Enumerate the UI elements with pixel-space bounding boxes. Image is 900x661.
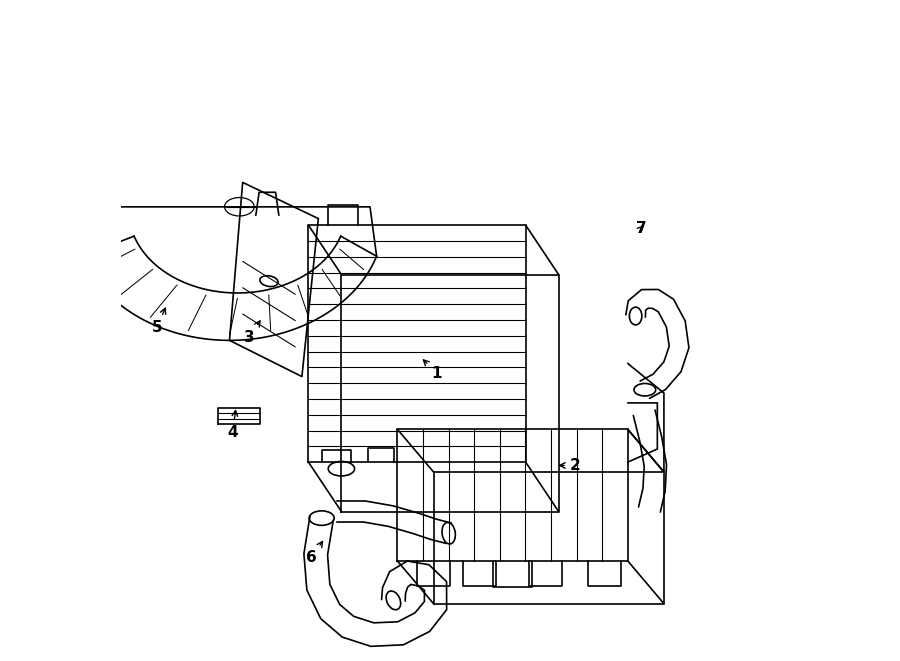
Text: 4: 4 <box>228 410 238 440</box>
Text: 5: 5 <box>152 308 166 334</box>
Text: 6: 6 <box>306 541 322 565</box>
Text: 2: 2 <box>560 458 580 473</box>
Text: 7: 7 <box>635 221 646 236</box>
Text: 3: 3 <box>244 321 260 344</box>
Text: 1: 1 <box>423 360 442 381</box>
